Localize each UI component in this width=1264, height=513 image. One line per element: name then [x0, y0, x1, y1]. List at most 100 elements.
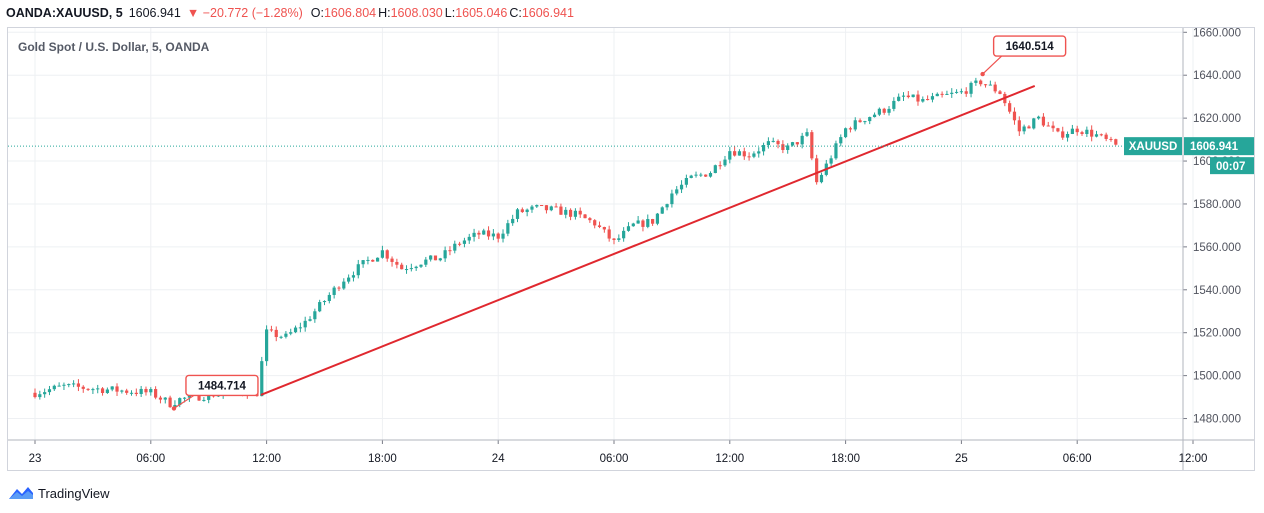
candle-body — [998, 91, 1002, 94]
candle-body — [757, 151, 761, 154]
symbol-name[interactable]: OANDA:XAUUSD, 5 — [6, 6, 123, 20]
open-value: 1606.804 — [323, 6, 377, 20]
candle-body — [771, 140, 775, 142]
candle-body — [800, 135, 804, 145]
candle-body — [593, 220, 597, 226]
candle-body — [626, 226, 631, 231]
candle-body — [882, 108, 886, 113]
candle-body — [1017, 120, 1021, 132]
high-value: 1608.030 — [390, 6, 443, 20]
x-tick-label: 18:00 — [831, 453, 860, 465]
candle-body — [761, 145, 766, 152]
candle-body — [940, 93, 944, 95]
candle-body — [747, 156, 751, 158]
candle-body — [496, 233, 500, 239]
candle-body — [265, 329, 269, 362]
candle-body — [969, 82, 973, 94]
candle-body — [675, 189, 679, 194]
candle-body — [863, 121, 867, 123]
candle-body — [897, 96, 901, 101]
candle-body — [704, 174, 708, 177]
candle-body — [877, 108, 881, 115]
candle-body — [515, 209, 520, 219]
candle-body — [1090, 129, 1094, 137]
candle-body — [554, 206, 558, 208]
candle-body — [1027, 126, 1031, 129]
candle-body — [655, 213, 660, 224]
candle-body — [62, 384, 66, 386]
candle-body — [409, 268, 413, 270]
candle-body — [279, 336, 283, 338]
candle-body — [858, 120, 862, 123]
candle-body — [274, 329, 278, 338]
candle-body — [472, 232, 476, 237]
candle-body — [742, 151, 746, 157]
price-chart[interactable]: 1640.514 1484.714 1660.000 1640.000 1620.00… — [0, 0, 1264, 480]
candle-body — [641, 220, 645, 227]
candle-body — [43, 392, 47, 395]
candle-body — [930, 96, 935, 100]
x-tick-label: 12:00 — [715, 453, 744, 465]
candle-body — [737, 151, 742, 156]
candle-body — [906, 95, 910, 98]
candle-body — [347, 277, 351, 282]
candle-body — [501, 233, 505, 239]
candle-body — [718, 165, 722, 167]
candle-body — [520, 209, 524, 213]
candle-body — [361, 260, 365, 265]
candle-body — [694, 174, 698, 176]
callout-box[interactable] — [185, 374, 259, 397]
y-tick-label: 1500.000 — [1193, 371, 1241, 383]
candle-body — [805, 132, 809, 136]
brand-name[interactable]: TradingView — [38, 485, 110, 501]
candle-body — [733, 151, 737, 156]
candle-body — [660, 207, 664, 214]
tradingview-logo-icon — [9, 487, 33, 499]
candle-body — [322, 300, 327, 303]
countdown-label: 00:07 — [1216, 161, 1245, 173]
candle-body — [404, 269, 409, 271]
candle-body — [375, 257, 380, 262]
y-tick-label: 1480.000 — [1193, 414, 1241, 426]
candle-body — [202, 399, 206, 401]
candle-body — [786, 145, 790, 150]
candle-body — [371, 259, 375, 262]
candle-body — [1008, 103, 1012, 112]
candle-body — [1085, 129, 1089, 135]
candle-body — [385, 250, 389, 259]
candle-body — [86, 388, 90, 390]
candle-body — [298, 327, 302, 329]
x-tick-label: 24 — [492, 453, 505, 465]
candle-body — [950, 92, 954, 94]
candle-body — [646, 219, 650, 227]
change-value: ▼ −20.772 (−1.28%) — [187, 6, 303, 20]
candle-body — [438, 258, 442, 261]
candle-body — [921, 99, 925, 102]
callout-box[interactable] — [992, 35, 1067, 57]
candle-body — [578, 210, 582, 215]
candle-body — [342, 281, 346, 289]
candle-body — [458, 243, 462, 245]
candle-body — [462, 240, 467, 244]
candle-body — [602, 226, 606, 230]
x-tick-label: 23 — [29, 453, 42, 465]
candle-body — [974, 80, 978, 83]
candle-body — [631, 223, 635, 227]
candle-body — [1099, 134, 1103, 136]
candle-body — [844, 128, 848, 138]
x-tick-label: 12:00 — [1179, 453, 1208, 465]
candle-body — [356, 264, 360, 276]
candle-body — [96, 388, 100, 390]
candle-body — [887, 108, 891, 113]
y-tick-label: 1560.000 — [1193, 242, 1241, 254]
candle-body — [612, 238, 616, 240]
x-tick-label: 25 — [955, 453, 968, 465]
candle-body — [959, 91, 963, 93]
candle-body — [100, 388, 105, 394]
candle-body — [380, 250, 384, 258]
candle-body — [728, 151, 732, 160]
x-tick-label: 12:00 — [252, 453, 281, 465]
candle-body — [1041, 116, 1046, 126]
candle-body — [313, 311, 317, 320]
candle-body — [945, 93, 949, 95]
